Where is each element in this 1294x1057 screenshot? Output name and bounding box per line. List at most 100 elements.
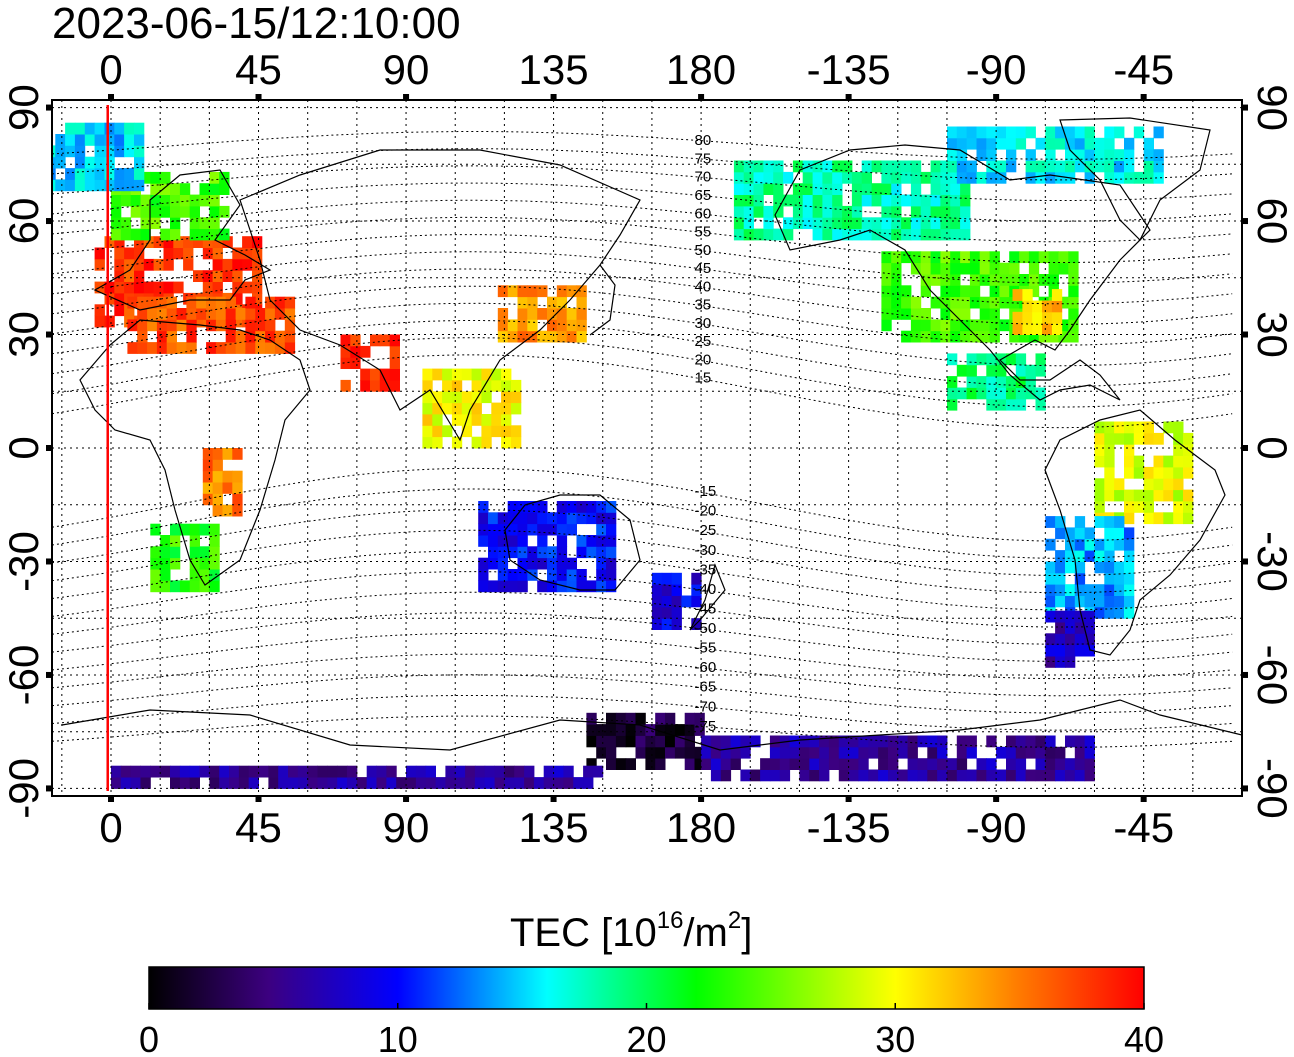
tec-cell — [1114, 584, 1125, 596]
tec-cell — [199, 523, 210, 536]
tec-cell — [1025, 376, 1036, 388]
tec-cell — [317, 777, 328, 789]
tec-cell — [1068, 251, 1079, 264]
tec-cell — [1104, 516, 1115, 528]
tec-cell — [527, 501, 538, 513]
tec-cell — [950, 296, 961, 309]
tec-region-patagonia — [1045, 610, 1095, 668]
tec-cell — [920, 205, 931, 218]
tec-cell — [517, 512, 528, 525]
tec-cell — [481, 391, 492, 404]
tec-cell — [265, 330, 276, 343]
mlat-contour — [52, 131, 1233, 160]
tec-cell — [386, 765, 397, 778]
tec-cell — [143, 281, 155, 294]
tec-cell — [1104, 550, 1115, 562]
tec-cell — [379, 334, 391, 347]
tec-cell — [822, 183, 833, 195]
tec-cell — [1051, 300, 1063, 313]
mlat-label: -75 — [695, 718, 717, 735]
tec-cell — [245, 342, 256, 354]
tec-cell — [674, 735, 686, 748]
tec-cell — [1104, 572, 1115, 585]
tec-cell — [1173, 512, 1184, 525]
tec-cell — [566, 580, 577, 593]
tec-cell — [84, 168, 96, 180]
tec-cell — [465, 765, 476, 778]
tec-cell — [140, 171, 151, 184]
tec-cell — [232, 504, 243, 517]
tec-cell — [120, 194, 132, 207]
tec-cell — [986, 769, 997, 782]
tec-cell — [966, 364, 977, 377]
mlat-label: -35 — [695, 561, 717, 578]
tec-cell — [497, 535, 509, 547]
tec-cell — [976, 171, 987, 184]
tec-cell — [976, 353, 987, 366]
tec-region-east-asia — [497, 285, 587, 343]
tec-cell — [288, 765, 299, 778]
tec-cell — [802, 205, 813, 218]
tec-cell — [1032, 311, 1043, 324]
tec-cell — [966, 387, 977, 400]
tec-cell — [606, 501, 617, 513]
tec-cell — [130, 194, 141, 207]
tec-cell — [950, 285, 961, 298]
tec-cell — [733, 217, 745, 230]
tec-cell — [822, 194, 833, 207]
tec-cell — [996, 137, 1007, 150]
tec-cell — [1028, 262, 1040, 275]
tec-cell — [881, 205, 892, 218]
tec-cell — [576, 580, 587, 593]
tec-cell — [189, 765, 200, 778]
tec-cell — [861, 228, 872, 241]
tec-cell — [140, 194, 151, 207]
tec-cell — [150, 523, 161, 536]
tec-cell — [1084, 126, 1095, 139]
tec-cell — [265, 319, 276, 332]
longitude-label: -90 — [966, 804, 1027, 851]
tec-cell — [471, 402, 482, 415]
tec-cell — [851, 194, 863, 207]
longitude-label: 0 — [99, 804, 122, 851]
tec-cell — [996, 171, 1007, 184]
tec-cell — [910, 319, 922, 332]
tec-cell — [1032, 323, 1043, 335]
tec-cell — [1025, 769, 1036, 782]
tec-cell — [366, 777, 377, 789]
colorbar-title: TEC [1016/m2] — [510, 907, 752, 955]
tec-cell — [710, 746, 722, 759]
tec-cell — [166, 308, 177, 320]
tec-cell — [920, 285, 931, 298]
tec-cell — [189, 569, 200, 581]
tec-cell — [910, 171, 922, 184]
tec-cell — [1035, 353, 1046, 366]
tec-cell — [209, 557, 220, 570]
tec-cell — [104, 168, 115, 180]
tec-cell — [917, 758, 928, 770]
tec-cell — [173, 236, 184, 248]
tec-cell — [576, 285, 587, 298]
tec-cell — [1124, 160, 1135, 173]
tec-cell — [366, 765, 377, 778]
tec-cell — [120, 777, 132, 789]
tec-cell — [1074, 149, 1086, 161]
tec-cell — [232, 315, 243, 328]
tec-cell — [743, 160, 754, 173]
tec-cell — [773, 228, 784, 241]
tec-cell — [950, 183, 961, 195]
tec-cell — [406, 777, 417, 789]
tec-cell — [547, 569, 558, 581]
tec-cell — [389, 379, 400, 392]
tec-cell — [507, 535, 518, 547]
tec-cell — [134, 247, 145, 260]
tec-cell — [832, 171, 843, 184]
tec-cell — [920, 262, 931, 275]
tec-cell — [1055, 769, 1066, 782]
tec-cell — [265, 342, 276, 354]
tec-cell — [547, 296, 558, 309]
tec-cell — [527, 285, 538, 298]
tec-cell — [140, 228, 151, 241]
tec-cell — [514, 777, 525, 789]
tec-cell — [1143, 512, 1154, 525]
